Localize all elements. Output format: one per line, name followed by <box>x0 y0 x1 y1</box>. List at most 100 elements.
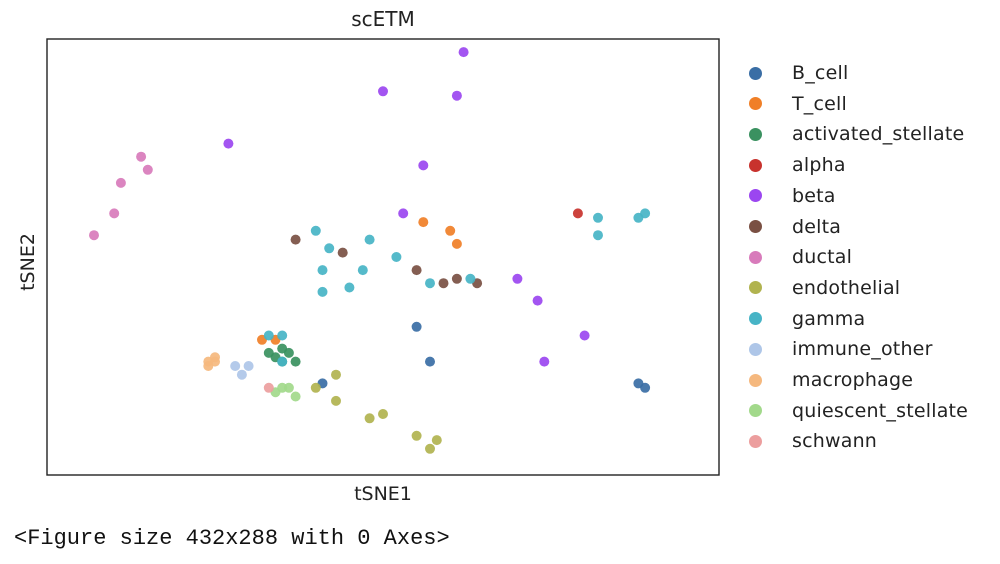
point-gamma-9 <box>593 230 603 241</box>
legend-marker-alpha <box>749 158 762 172</box>
point-quiescent_stellate-1 <box>290 391 301 402</box>
point-gamma-12 <box>344 282 355 293</box>
legend-marker-beta <box>749 189 762 203</box>
point-gamma-5 <box>425 278 435 289</box>
plot-svg: scETM tSNE1 tSNE2 <box>17 7 720 505</box>
series-schwann <box>263 382 274 393</box>
x-axis-label: tSNE1 <box>354 483 412 505</box>
point-gamma-0 <box>310 225 321 236</box>
series-alpha <box>572 208 583 219</box>
point-beta-4 <box>223 138 234 149</box>
legend-marker-endothelial <box>749 281 762 295</box>
legend-item-endothelial: endothelial <box>749 275 900 301</box>
point-gamma-16 <box>277 356 288 367</box>
legend-marker-immune_other <box>749 342 762 356</box>
point-beta-2 <box>378 86 388 97</box>
y-axis-label: tSNE2 <box>17 233 39 291</box>
legend-marker-gamma <box>749 312 762 326</box>
point-gamma-6 <box>465 273 476 284</box>
point-T_cell-1 <box>418 217 429 228</box>
legend-label-ductal: ductal <box>792 246 853 269</box>
point-endothelial-5 <box>331 395 341 406</box>
point-beta-6 <box>532 295 543 306</box>
point-ductal-3 <box>109 208 120 219</box>
point-gamma-1 <box>324 243 335 254</box>
point-gamma-14 <box>263 330 274 341</box>
legend-label-alpha: alpha <box>792 154 846 177</box>
series-ductal <box>89 151 153 241</box>
series-delta <box>290 234 483 289</box>
point-beta-9 <box>398 208 409 219</box>
legend-marker-delta <box>749 220 762 233</box>
series-B_cell <box>317 321 651 393</box>
legend-label-delta: delta <box>792 215 842 238</box>
points-layer <box>89 47 651 454</box>
point-endothelial-6 <box>431 435 442 446</box>
point-gamma-11 <box>317 265 328 276</box>
legend-item-ductal: ductal <box>749 244 852 270</box>
point-gamma-8 <box>593 212 603 223</box>
point-ductal-1 <box>89 230 99 241</box>
legend-marker-schwann <box>749 434 762 448</box>
point-endothelial-2 <box>364 413 375 424</box>
legend-item-schwann: schwann <box>749 428 877 454</box>
legend-marker-T_cell <box>749 97 762 111</box>
point-delta-2 <box>411 265 422 276</box>
point-schwann-0 <box>263 382 274 393</box>
point-immune_other-0 <box>230 361 241 371</box>
legend-label-quiescent_stellate: quiescent_stellate <box>792 399 969 422</box>
legend-item-immune_other: immune_other <box>749 336 933 362</box>
legend-label-macrophage: macrophage <box>792 369 914 391</box>
legend-item-macrophage: macrophage <box>749 367 913 393</box>
point-ductal-0 <box>136 151 147 162</box>
legend-marker-activated_stellate <box>749 127 762 141</box>
series-endothelial <box>310 369 442 454</box>
point-beta-8 <box>539 356 550 367</box>
legend-item-beta: beta <box>749 183 836 209</box>
series-beta <box>223 47 590 367</box>
series-gamma <box>263 208 651 367</box>
point-gamma-4 <box>391 252 402 262</box>
legend-item-gamma: gamma <box>749 306 865 332</box>
legend-item-alpha: alpha <box>749 152 846 178</box>
point-endothelial-0 <box>310 382 321 393</box>
point-beta-0 <box>458 47 469 58</box>
series-macrophage <box>203 352 220 371</box>
chart-title: scETM <box>351 7 415 31</box>
point-gamma-13 <box>317 286 328 297</box>
legend-item-delta: delta <box>749 214 841 240</box>
point-gamma-15 <box>277 330 288 341</box>
series-immune_other <box>230 361 254 380</box>
point-beta-1 <box>451 90 462 101</box>
legend-label-schwann: schwann <box>792 430 878 453</box>
point-activated_stellate-5 <box>263 347 274 358</box>
point-immune_other-2 <box>236 369 247 380</box>
point-gamma-3 <box>357 265 368 276</box>
figure-size-output: <Figure size 432x288 with 0 Axes> <box>14 526 450 551</box>
series-quiescent_stellate <box>270 382 301 402</box>
point-endothelial-7 <box>331 369 341 380</box>
legend-item-quiescent_stellate: quiescent_stellate <box>749 398 968 424</box>
point-ductal-2 <box>115 177 126 188</box>
point-delta-0 <box>290 234 301 245</box>
point-endothelial-3 <box>411 430 422 441</box>
legend-label-T_cell: T_cell <box>792 92 847 115</box>
point-B_cell-2 <box>425 356 435 367</box>
legend-item-B_cell: B_cell <box>749 60 848 86</box>
legend-label-beta: beta <box>792 184 836 207</box>
point-ductal-4 <box>142 164 153 175</box>
point-beta-3 <box>418 160 429 171</box>
legend-label-B_cell: B_cell <box>792 62 849 84</box>
legend-item-activated_stellate: activated_stellate <box>749 121 964 147</box>
legend-marker-B_cell <box>749 66 762 80</box>
point-gamma-10 <box>640 208 651 219</box>
point-delta-1 <box>337 247 348 258</box>
point-B_cell-4 <box>640 382 651 393</box>
point-delta-5 <box>438 278 449 289</box>
legend-marker-ductal <box>749 250 762 264</box>
legend-marker-quiescent_stellate <box>749 404 762 418</box>
point-beta-5 <box>512 273 523 284</box>
point-delta-3 <box>451 273 462 284</box>
scatter-figure: scETM tSNE1 tSNE2 B_cell T_cell activated_… <box>17 7 968 505</box>
plot-frame <box>46 38 720 476</box>
